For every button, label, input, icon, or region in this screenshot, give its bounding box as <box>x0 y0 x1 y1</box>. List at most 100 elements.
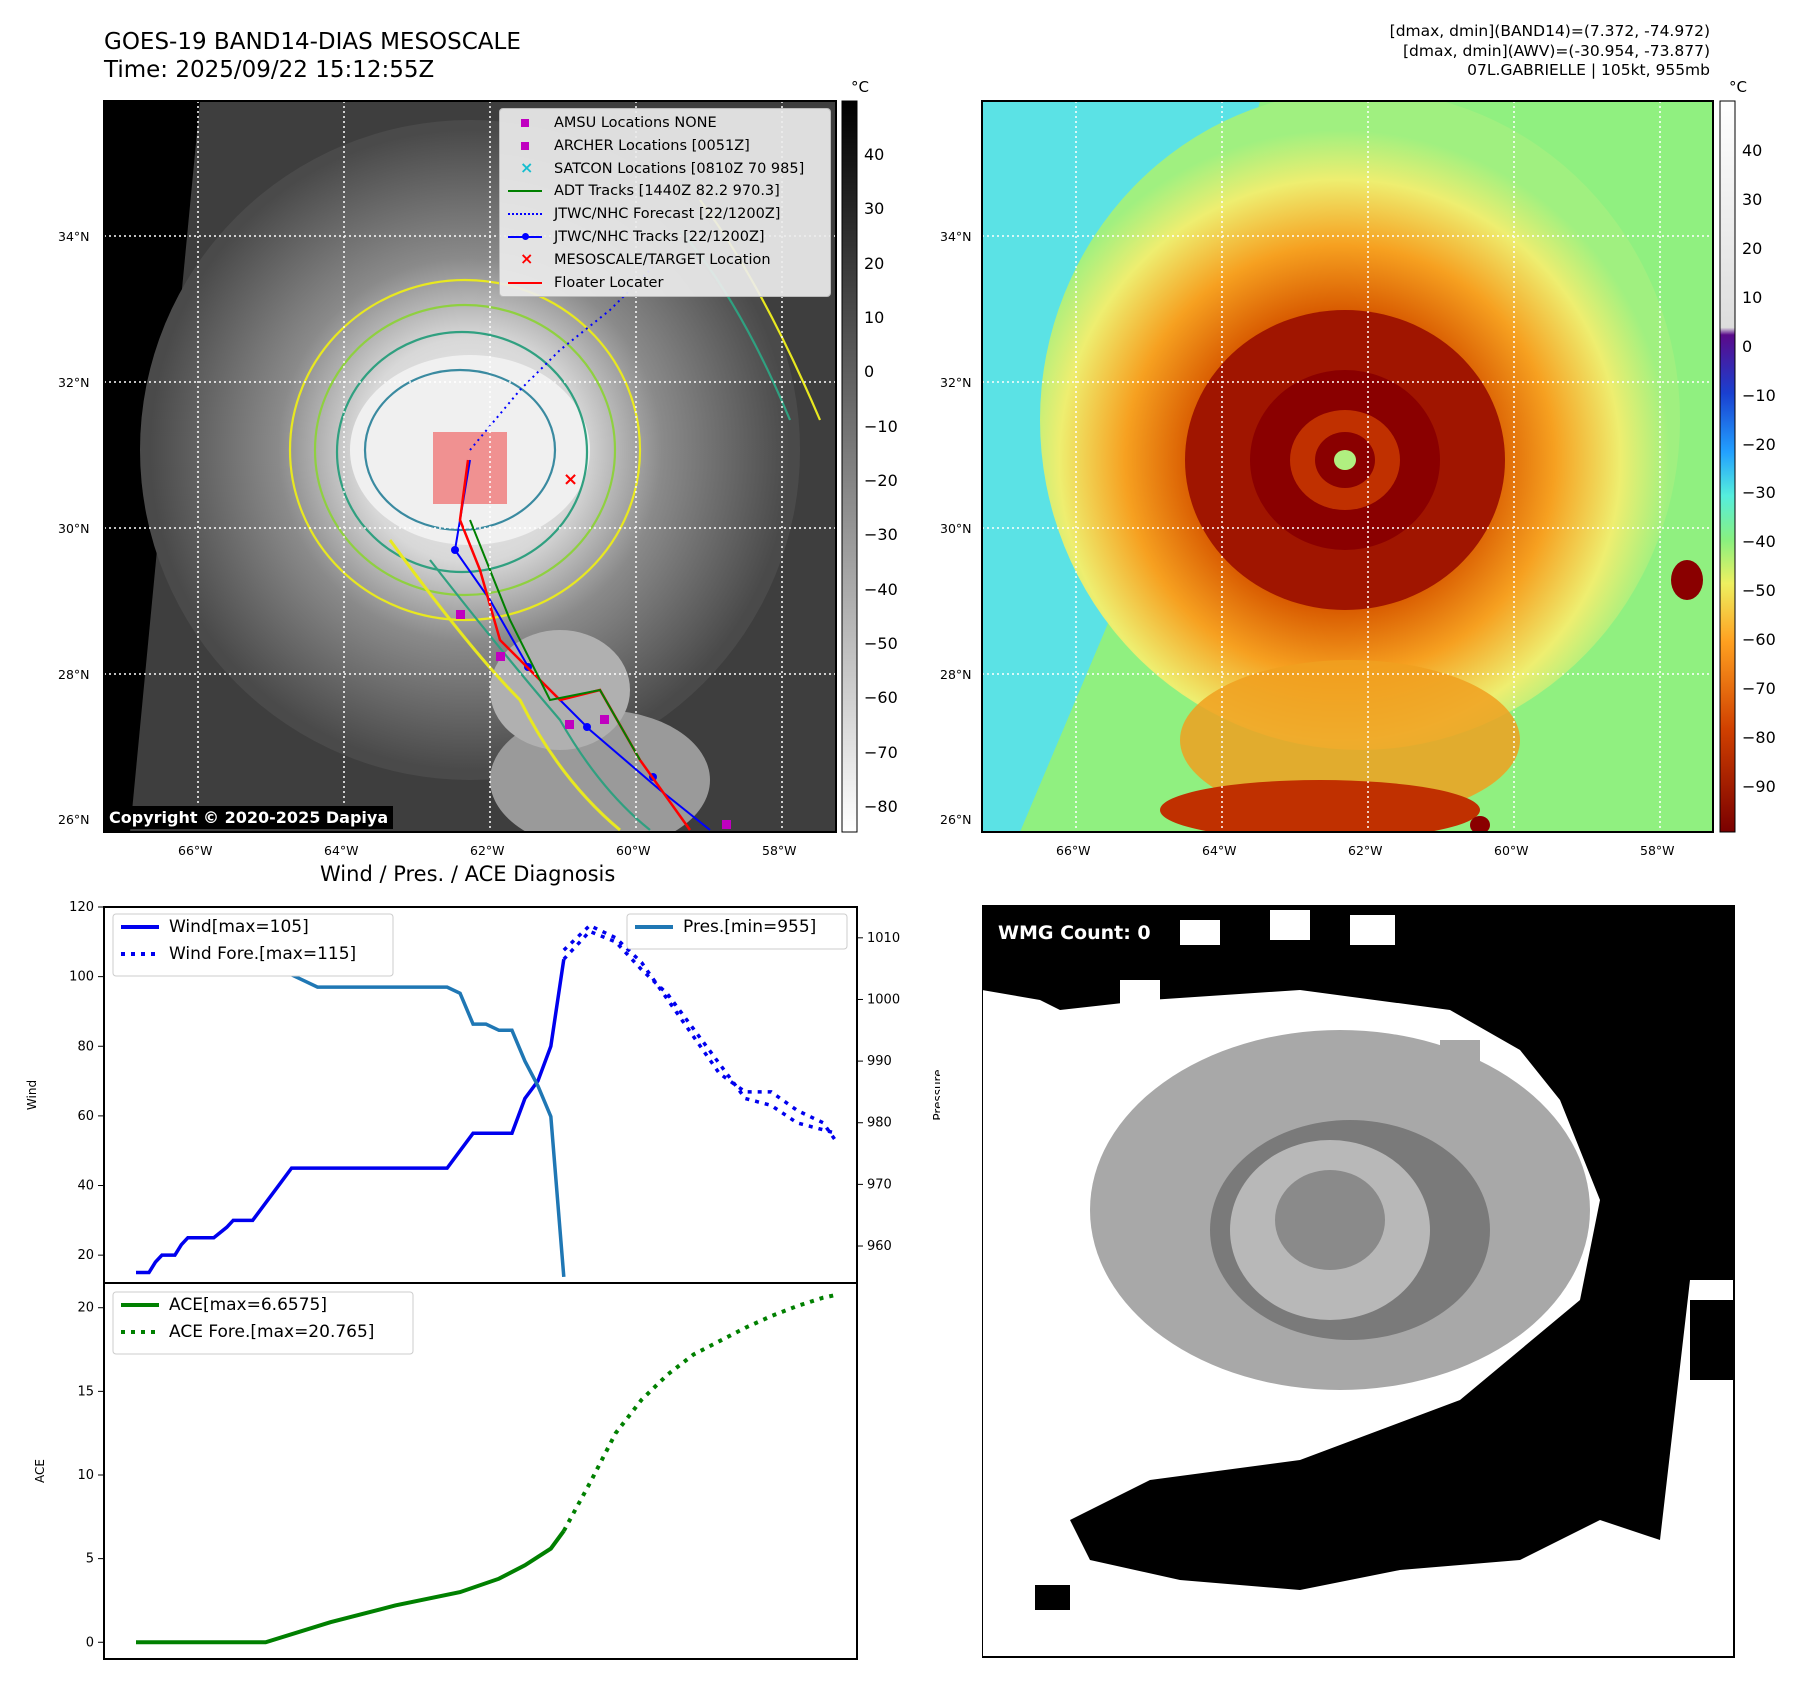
legend-entry: AMSU Locations NONE <box>500 113 717 133</box>
legend-label: Floater Locater <box>554 274 664 291</box>
legend-label: JTWC/NHC Forecast [22/1200Z] <box>554 206 781 223</box>
legend-text: ACE Fore.[max=20.765] <box>169 1322 374 1342</box>
ace-series-line <box>136 1529 566 1645</box>
stats-line-3: 07L.GABRIELLE | 105kt, 955mb <box>1467 61 1710 79</box>
ace-y-axis-label: ACE <box>33 1459 47 1483</box>
y2-axis-label: Pressure <box>931 1069 940 1120</box>
lon-label-58: 58°W <box>762 843 797 858</box>
legend-label: SATCON Locations [0810Z 70 985] <box>554 160 805 177</box>
y-tick-label: 20 <box>77 1248 94 1263</box>
colorbar-tick-label: −70 <box>1742 679 1776 699</box>
r-lat-label-32: 32°N <box>940 375 972 390</box>
wmg-count-label: WMG Count: 0 <box>998 922 1151 944</box>
r-lon-label-58: 58°W <box>1640 843 1675 858</box>
legend-text: Wind[max=105] <box>169 917 309 937</box>
colorbar-tick-label: −80 <box>1742 728 1776 748</box>
legend-marker <box>506 276 546 290</box>
r-lon-label-60: 60°W <box>1494 843 1529 858</box>
colorbar-tick-label: −70 <box>864 742 898 762</box>
colorbar-tick-label: 10 <box>864 308 885 327</box>
colorbar-tick-label: 20 <box>864 253 885 273</box>
r-lon-label-62: 62°W <box>1348 843 1383 858</box>
legend-marker <box>506 230 546 244</box>
series-line <box>562 929 837 1135</box>
colorbar-tick-label: 30 <box>864 199 885 219</box>
legend-marker: × <box>520 157 534 177</box>
colorbar-tick-label: −30 <box>1742 483 1776 503</box>
ace-legend <box>112 1291 414 1355</box>
r-lat-label-28: 28°N <box>940 667 972 682</box>
colorbar-tick-label: −90 <box>1742 777 1776 796</box>
colorbar-tick-label: 0 <box>1742 336 1753 356</box>
legend-entry: ARCHER Locations [0051Z] <box>500 136 750 156</box>
y-axis-label: Wind <box>25 1080 39 1110</box>
colorbar-tick-label: −40 <box>1742 532 1776 552</box>
legend-entry: × MESOSCALE/TARGET Location <box>500 248 771 270</box>
legend-label: MESOSCALE/TARGET Location <box>554 251 771 268</box>
ace-y-tick-label: 10 <box>77 1468 94 1483</box>
colorbar-tick-label: −50 <box>1742 581 1776 601</box>
colorbar-tick-label: −10 <box>1742 385 1776 405</box>
y-tick-label: 120 <box>69 900 94 915</box>
colorbar-tick-label: −80 <box>864 797 898 816</box>
legend-text: Pres.[min=955] <box>683 917 816 937</box>
legend-label: ADT Tracks [1440Z 82.2 970.3] <box>554 183 780 200</box>
colorbar-tick-label: −10 <box>864 416 898 436</box>
y2-tick-label: 980 <box>867 1116 892 1131</box>
y-tick-label: 60 <box>77 1109 94 1124</box>
colorbar-tick-label: 40 <box>864 145 885 164</box>
y2-tick-label: 1000 <box>867 992 900 1007</box>
legend-entry: JTWC/NHC Forecast [22/1200Z] <box>500 204 780 224</box>
bottom-chart-frame <box>103 1282 858 1660</box>
r-lon-label-64: 64°W <box>1202 843 1237 858</box>
legend-label: ARCHER Locations [0051Z] <box>554 137 750 154</box>
ace-series-line <box>562 1292 837 1532</box>
lon-label-64: 64°W <box>324 843 359 858</box>
legend-text: Wind Fore.[max=115] <box>169 944 356 964</box>
wind-legend <box>112 913 394 977</box>
y2-tick-label: 990 <box>867 1054 892 1069</box>
y-tick-label: 80 <box>77 1039 94 1054</box>
lat-label-34: 34°N <box>58 229 90 244</box>
legend-marker <box>506 139 546 153</box>
lat-label-32: 32°N <box>58 375 90 390</box>
colorbar-tick-label: −20 <box>864 471 898 490</box>
figure-title: GOES-19 BAND14-DIAS MESOSCALE Time: 2025… <box>104 28 521 84</box>
series-line <box>136 958 566 1275</box>
lat-label-30: 30°N <box>58 521 90 536</box>
legend-entry: × SATCON Locations [0810Z 70 985] <box>500 157 805 179</box>
colorbar-tick-label: −20 <box>1742 434 1776 454</box>
colorbar-tick-label: −60 <box>1742 630 1776 650</box>
legend-text: ACE[max=6.6575] <box>169 1295 327 1315</box>
r-lon-label-66: 66°W <box>1056 843 1091 858</box>
colorbar-tick-label: 20 <box>1742 238 1763 258</box>
svg-text:×: × <box>563 469 578 490</box>
ace-y-tick-label: 0 <box>86 1635 94 1650</box>
legend-marker <box>506 116 546 130</box>
title-line-2: Time: 2025/09/22 15:12:55Z <box>104 57 435 83</box>
r-lat-label-34: 34°N <box>940 229 972 244</box>
title-line-1: GOES-19 BAND14-DIAS MESOSCALE <box>104 29 521 55</box>
map-legend: AMSU Locations NONE ARCHER Locations [005… <box>499 108 831 297</box>
colorbar-tick-label: −50 <box>864 634 898 653</box>
ir-map: × <box>103 100 1736 833</box>
r-lat-label-30: 30°N <box>940 521 972 536</box>
colorbar-tick-label: −30 <box>864 525 898 545</box>
pressure-legend <box>626 913 848 950</box>
left-colorbar-unit: °C <box>851 78 869 96</box>
colorbar-tick-label: 30 <box>1742 189 1763 209</box>
ace-y-tick-label: 15 <box>77 1384 94 1399</box>
legend-label: AMSU Locations NONE <box>554 115 717 131</box>
r-lat-label-26: 26°N <box>940 812 972 827</box>
ace-y-tick-label: 5 <box>86 1552 94 1567</box>
colorbar-tick-label: −60 <box>864 688 898 708</box>
stats-line-2: [dmax, dmin](AWV)=(-30.954, -73.877) <box>1403 41 1710 60</box>
colorbar-tick-label: 40 <box>1742 141 1763 160</box>
y2-tick-label: 960 <box>867 1239 892 1254</box>
legend-marker: × <box>520 248 534 268</box>
wmg-panel <box>982 905 1735 1658</box>
lat-label-26: 26°N <box>58 812 90 827</box>
colorbar-tick-label: 10 <box>1742 287 1763 307</box>
y-tick-label: 100 <box>69 970 94 985</box>
